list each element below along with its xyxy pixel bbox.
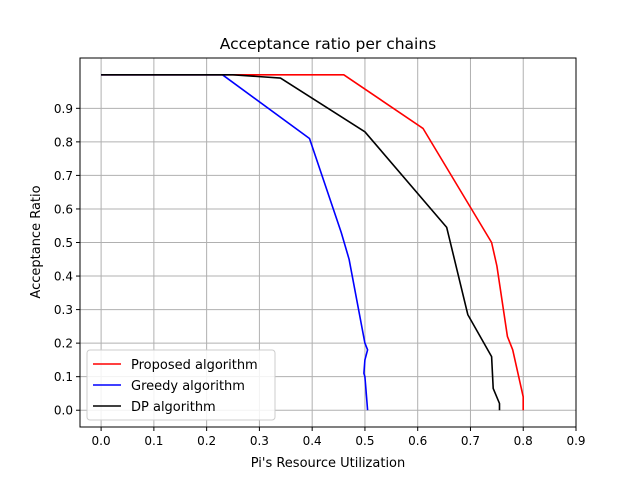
chart-title: Acceptance ratio per chains: [220, 35, 437, 53]
series-line-dp: [101, 74, 501, 411]
legend-box: [86, 349, 276, 421]
x-tick-label: 0.1: [144, 434, 163, 448]
series-lines: [101, 74, 525, 411]
y-tick-label: 0.2: [54, 337, 73, 351]
y-tick-label: 0.5: [54, 236, 73, 250]
x-tick-label: 0.4: [303, 434, 322, 448]
x-tick-label: 0.8: [514, 434, 533, 448]
legend: Proposed algorithm Greedy algorithm DP a…: [86, 349, 276, 421]
y-tick-label: 0.0: [54, 404, 73, 418]
series-line-greedy: [101, 74, 369, 411]
axis-ticks: 0.0 0.1 0.2 0.3 0.4 0.5 0.6 0.7 0.8 0.9 0.0 0.1 0.2 0…: [54, 102, 586, 448]
legend-label-proposed: Proposed algorithm: [131, 358, 258, 373]
x-tick-label: 0.6: [408, 434, 427, 448]
legend-label-dp: DP algorithm: [131, 400, 216, 415]
y-tick-label: 0.6: [54, 202, 73, 216]
x-tick-label: 0.3: [250, 434, 269, 448]
x-tick-label: 0.5: [355, 434, 374, 448]
y-axis-label: Acceptance Ratio: [29, 185, 44, 298]
y-tick-label: 0.1: [54, 370, 73, 384]
y-tick-label: 0.8: [54, 135, 73, 149]
legend-label-greedy: Greedy algorithm: [131, 379, 245, 394]
series-line-proposed: [101, 74, 525, 411]
y-tick-label: 0.9: [54, 102, 73, 116]
y-tick-label: 0.3: [54, 303, 73, 317]
x-tick-label: 0.7: [461, 434, 480, 448]
y-tick-label: 0.4: [54, 270, 73, 284]
x-axis-label: Pi's Resource Utilization: [251, 456, 406, 471]
x-tick-label: 0.9: [566, 434, 585, 448]
x-tick-label: 0.2: [197, 434, 216, 448]
y-tick-label: 0.7: [54, 169, 73, 183]
x-tick-label: 0.0: [92, 434, 111, 448]
